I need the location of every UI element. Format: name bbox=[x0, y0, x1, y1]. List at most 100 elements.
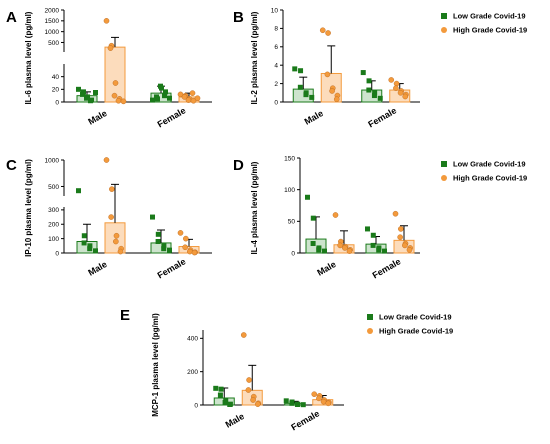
data-point bbox=[322, 248, 327, 254]
data-point bbox=[366, 78, 372, 84]
y-tick-label: 0 bbox=[55, 250, 59, 257]
data-point bbox=[113, 232, 120, 239]
data-point bbox=[213, 385, 219, 391]
y-tick-label: 100 bbox=[48, 236, 59, 243]
data-point bbox=[76, 188, 81, 194]
y-tick-label: 10 bbox=[271, 7, 279, 14]
data-point bbox=[382, 248, 387, 254]
legend-marker-circle bbox=[367, 328, 373, 334]
data-point bbox=[81, 233, 87, 239]
data-point bbox=[388, 77, 395, 83]
legend-marker-square bbox=[441, 13, 447, 19]
data-point bbox=[365, 226, 370, 232]
data-point bbox=[337, 242, 343, 249]
y-tick-label: 1000 bbox=[45, 29, 60, 36]
data-point bbox=[309, 94, 315, 100]
data-point bbox=[377, 95, 383, 101]
data-point bbox=[289, 400, 295, 406]
panel-e: E MCP-1 plasma level (pg/ml) 0 200 400 Male Fe… bbox=[120, 307, 453, 432]
data-point bbox=[177, 230, 184, 236]
data-point bbox=[103, 157, 110, 163]
y-tick-label: 8 bbox=[274, 26, 278, 33]
data-point bbox=[76, 86, 81, 92]
data-point bbox=[158, 83, 163, 89]
y-tick-label: 20 bbox=[52, 87, 60, 94]
y-tick-label: 50 bbox=[288, 219, 296, 226]
data-point bbox=[191, 249, 198, 256]
data-point bbox=[376, 247, 382, 253]
panel-letter: E bbox=[120, 307, 130, 324]
data-point bbox=[393, 80, 400, 87]
data-point bbox=[240, 332, 247, 338]
data-point bbox=[115, 97, 122, 104]
data-point bbox=[298, 68, 304, 74]
data-point bbox=[316, 395, 322, 402]
data-point bbox=[366, 87, 372, 93]
data-point bbox=[189, 90, 196, 96]
data-point bbox=[181, 94, 188, 100]
y-axis-label: IL-2 plasma level (pg/ml) bbox=[250, 11, 259, 104]
data-point bbox=[310, 215, 316, 221]
y-tick-label: 0 bbox=[274, 99, 278, 106]
data-point bbox=[93, 90, 98, 95]
data-point bbox=[93, 248, 98, 254]
panel-a: A IL-6 plasma level (pg/ml) 0 20 40 500 1000 15… bbox=[6, 7, 212, 129]
panel-c: C IP-10 plasma level (pg/ml) 0 100 200 300 500… bbox=[6, 157, 212, 280]
data-point bbox=[319, 27, 326, 34]
data-point bbox=[402, 242, 408, 249]
legend-marker-circle bbox=[441, 175, 447, 181]
data-point bbox=[320, 398, 327, 405]
data-point bbox=[103, 18, 110, 24]
legend-label: High Grade Covid-19 bbox=[453, 174, 527, 183]
data-point bbox=[190, 97, 197, 104]
y-axis-label: IL-4 plasma level (pg/ml) bbox=[250, 161, 259, 254]
data-point bbox=[161, 246, 167, 252]
legend: Low Grade Covid-19 High Grade Covid-19 bbox=[367, 313, 453, 336]
x-category-label: Male bbox=[303, 108, 325, 127]
y-tick-label: 1000 bbox=[45, 157, 60, 164]
data-point bbox=[246, 377, 252, 383]
legend-label: High Grade Covid-19 bbox=[379, 327, 453, 336]
data-point bbox=[402, 93, 409, 100]
data-point bbox=[161, 243, 167, 249]
y-axis-label: IP-10 plasma level (pg/ml) bbox=[24, 159, 33, 257]
data-point bbox=[346, 248, 353, 254]
x-category-label: Female bbox=[371, 256, 403, 280]
data-point bbox=[245, 387, 252, 393]
data-point bbox=[107, 45, 114, 51]
x-category-label: Male bbox=[315, 259, 337, 278]
panel-letter: D bbox=[233, 157, 244, 174]
data-point bbox=[194, 95, 201, 101]
data-point bbox=[325, 30, 331, 36]
y-tick-label: 150 bbox=[284, 155, 295, 162]
y-tick-label: 400 bbox=[187, 336, 198, 343]
legend-marker-circle bbox=[441, 27, 447, 33]
data-point bbox=[393, 85, 399, 91]
y-tick-label: 4 bbox=[274, 63, 278, 70]
panel-d: D IL-4 plasma level (pg/ml) 0 50 100 150 Male F… bbox=[233, 155, 527, 280]
data-point bbox=[87, 243, 93, 249]
data-point bbox=[283, 398, 289, 404]
y-tick-label: 500 bbox=[48, 40, 59, 47]
data-point bbox=[250, 397, 256, 403]
y-tick-label: 1500 bbox=[45, 18, 60, 25]
data-point bbox=[303, 92, 309, 98]
data-point bbox=[360, 70, 366, 76]
data-point bbox=[182, 244, 188, 251]
data-point bbox=[167, 247, 172, 253]
data-point bbox=[87, 246, 93, 252]
data-point bbox=[325, 400, 332, 407]
x-category-label: Female bbox=[366, 105, 398, 129]
data-point bbox=[150, 97, 155, 103]
data-point bbox=[80, 91, 85, 97]
panel-letter: B bbox=[233, 9, 244, 26]
data-point bbox=[84, 95, 89, 101]
data-point bbox=[218, 386, 224, 392]
data-point bbox=[155, 239, 161, 244]
data-point bbox=[342, 245, 348, 251]
y-tick-label: 6 bbox=[274, 44, 278, 51]
data-point bbox=[406, 247, 413, 253]
panel-letter: A bbox=[6, 9, 17, 26]
y-tick-label: 100 bbox=[284, 187, 295, 194]
data-point bbox=[294, 402, 300, 407]
